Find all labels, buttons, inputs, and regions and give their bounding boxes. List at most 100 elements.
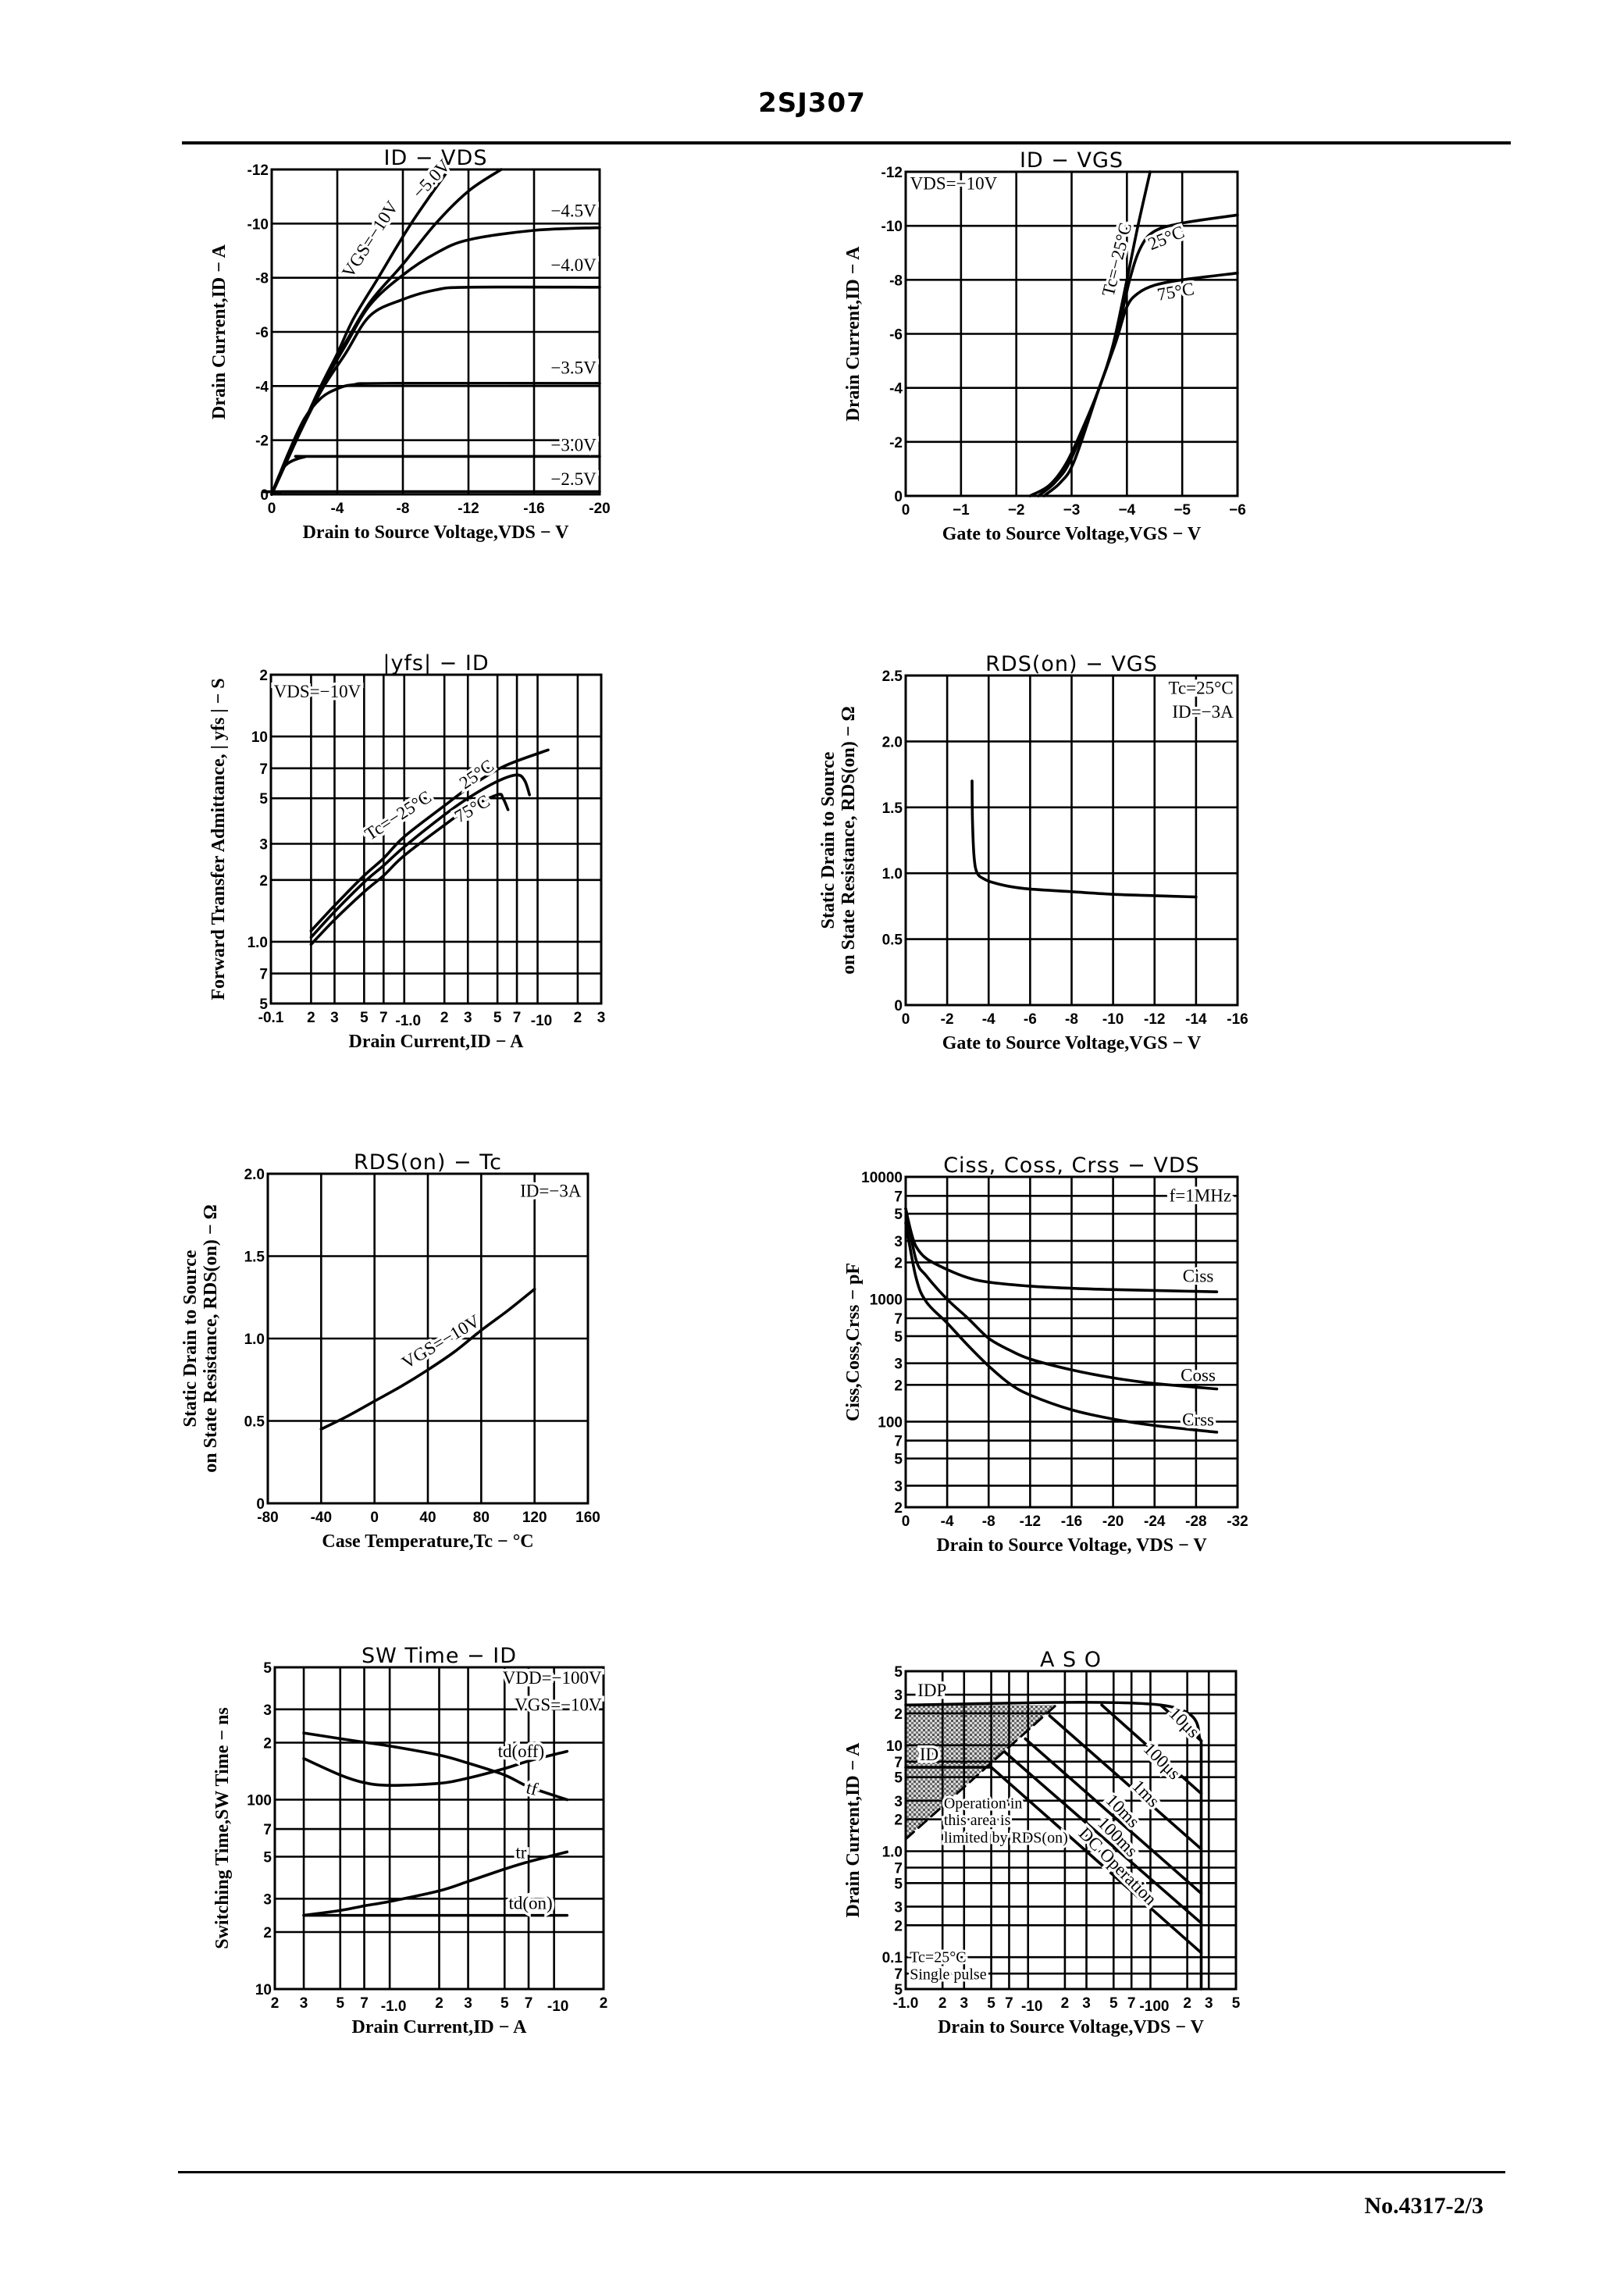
y-tick-label: -8	[889, 273, 903, 289]
y-tick-label: 2	[259, 668, 268, 684]
x-axis-label: Gate to Source Voltage,VGS − V	[942, 524, 1202, 544]
series-label: −3.0V	[550, 436, 597, 455]
series-label: −4.0V	[550, 255, 597, 275]
y-tick-label: 2	[894, 1256, 903, 1272]
x-tick-label: -2	[941, 1011, 954, 1028]
y-tick-label: 0.5	[244, 1414, 265, 1431]
y-tick-label: 2	[894, 1706, 903, 1723]
annotation: f=1MHz	[1170, 1185, 1231, 1205]
series-label: IDP	[917, 1681, 946, 1700]
x-tick-label: −1	[953, 502, 970, 519]
x-tick-label: 2	[435, 1995, 443, 2012]
chart-7: -1.0 2 3 5 7 -10 2 3 5 7 -100 2 3 5570.123571.0235710…	[843, 1648, 1241, 2037]
chart-0: 0 -4 -8 -12 -16 -200-2-4-6-8-10-12VGS=−10V−5.…	[209, 146, 611, 543]
x-tick-label: -1.0	[381, 1998, 407, 2015]
x-tick-label: 5	[987, 1995, 995, 2012]
y-tick-label: -8	[255, 271, 269, 287]
series-label: 10μs	[1165, 1703, 1203, 1741]
x-axis-label: Case Temperature,Tc − °C	[322, 1531, 533, 1552]
x-axis-label: Gate to Source Voltage,VGS − V	[942, 1033, 1202, 1053]
y-tick-label: 5	[894, 1207, 903, 1223]
chart-title: RDS(on) − VGS	[985, 652, 1158, 676]
chart-title: RDS(on) − Tc	[354, 1150, 502, 1175]
series-line--3-5v	[270, 381, 601, 496]
x-tick-label: -10	[531, 1013, 552, 1029]
y-tick-label: 0.5	[882, 932, 903, 949]
y-tick-label: 5	[894, 1982, 903, 1998]
y-tick-label: 2	[894, 1378, 903, 1394]
x-tick-label: −2	[1008, 502, 1025, 519]
series-label: Ciss	[1183, 1266, 1214, 1285]
x-tick-label: -32	[1227, 1513, 1248, 1530]
x-tick-label: -12	[1020, 1513, 1041, 1530]
y-tick-label: 3	[894, 1234, 903, 1250]
plot-frame	[273, 1666, 605, 1991]
x-tick-label: 5	[500, 1995, 509, 2012]
chart-5: 0 -4 -8 -12 -16 -20 -24 -28 -3223571002357100023…	[843, 1153, 1248, 1556]
y-tick-label: 7	[894, 1755, 903, 1771]
y-axis-label: Forward Transfer Admittance, | yfs | − S	[208, 678, 229, 1000]
plot-frame	[904, 1175, 1239, 1509]
x-tick-label: 3	[464, 1995, 472, 2012]
chart-4: -80 -40 0 40 80 120 160 0 0.5 1.0 1.5 2.0 VGS=−10V ID…	[180, 1150, 600, 1552]
y-tick-label: 3	[894, 1478, 903, 1495]
annotation: VDS=−10V	[274, 682, 361, 701]
series-line-10ms	[1024, 1737, 1203, 1895]
y-tick-label: 7	[894, 1966, 903, 1983]
x-tick-label: -16	[523, 501, 544, 517]
x-tick-label: 2	[271, 1995, 280, 2012]
y-tick-label: 7	[894, 1189, 903, 1205]
series-line-tf	[302, 1749, 569, 1787]
series-label: −2.5V	[550, 469, 597, 489]
y-tick-label: 7	[894, 1861, 903, 1877]
annotation: VDD=−100V	[503, 1668, 602, 1688]
y-tick-label: 5	[263, 1849, 272, 1866]
y-tick-label: 3	[263, 1702, 272, 1719]
series-line-tr	[302, 1850, 569, 1917]
y-tick-label: 2	[259, 873, 268, 889]
x-tick-label: 3	[464, 1010, 472, 1026]
y-tick-label: 0	[894, 998, 903, 1014]
series-line-25-c	[1037, 213, 1239, 497]
y-tick-label: 3	[263, 1891, 272, 1908]
series-line-100-s	[1100, 1703, 1203, 1795]
x-tick-label: 40	[419, 1510, 436, 1526]
x-tick-label: -20	[589, 501, 610, 517]
y-tick-label: 2.0	[244, 1167, 265, 1183]
series-label: Crss	[1182, 1410, 1214, 1429]
chart-title: SW Time − ID	[361, 1644, 517, 1668]
y-tick-label: 1.5	[244, 1250, 265, 1266]
x-tick-label: 7	[1005, 1995, 1013, 2012]
y-tick-label: 1.0	[882, 1844, 903, 1860]
annotation: VGS=−10V	[515, 1695, 602, 1715]
y-tick-label: 100	[247, 1793, 272, 1809]
y-axis-label: Static Drain to Source	[180, 1250, 201, 1427]
x-tick-label: 2	[1061, 1995, 1070, 2012]
x-tick-label: 0	[370, 1510, 379, 1526]
x-tick-label: -24	[1144, 1513, 1166, 1530]
annotation: ID=−3A	[520, 1182, 582, 1201]
x-axis-label: Drain to Source Voltage, VDS − V	[936, 1535, 1207, 1556]
series-label: −3.5V	[550, 358, 597, 378]
annotation: VDS=−10V	[910, 173, 998, 193]
y-tick-label: -12	[248, 162, 269, 179]
y-tick-label: -6	[889, 327, 903, 344]
x-tick-label: -12	[458, 501, 479, 517]
y-axis-label: Ciss,Coss,Crss − pF	[843, 1263, 864, 1421]
plot-frame	[904, 1670, 1238, 1991]
x-tick-label: 2	[600, 1995, 608, 2012]
chart-title: Ciss, Coss, Crss − VDS	[943, 1153, 1200, 1178]
x-tick-label: -28	[1185, 1513, 1206, 1530]
x-tick-label: 7	[513, 1010, 522, 1026]
chart-title: ID − VDS	[384, 146, 488, 170]
y-tick-label: 1000	[870, 1292, 903, 1309]
series-line-1ms	[1048, 1714, 1203, 1851]
series-line-ciss	[904, 1207, 1219, 1294]
series-line-td-off-	[302, 1731, 569, 1802]
x-tick-label: 5	[1109, 1995, 1118, 2012]
y-tick-label: 100	[878, 1414, 903, 1431]
y-tick-label: 3	[894, 1899, 903, 1916]
series-label: ID	[920, 1745, 938, 1764]
series-label: tf	[525, 1777, 540, 1799]
series-line-crss	[904, 1221, 1219, 1434]
